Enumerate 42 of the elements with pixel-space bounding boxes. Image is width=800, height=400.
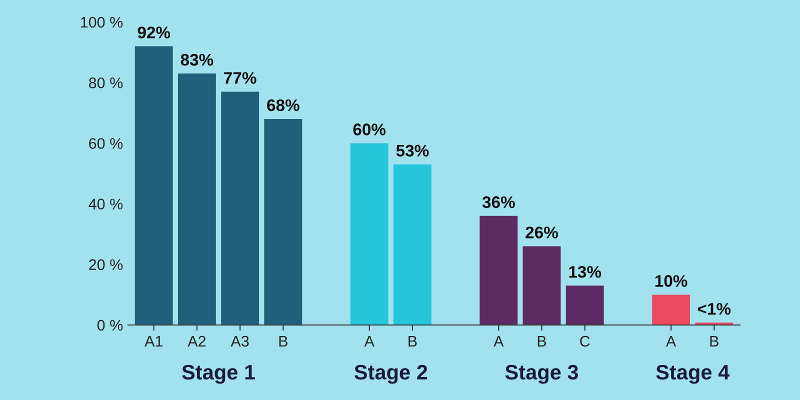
x-tick-label: A1 (144, 336, 162, 346)
y-tick-label: 60 % (89, 138, 123, 149)
data-label: 36% (482, 196, 515, 208)
x-tick-label: A (666, 336, 676, 346)
y-tick-label: 100 % (80, 16, 123, 28)
bar (350, 143, 388, 325)
y-tick-label: 20 % (89, 259, 123, 270)
x-tick-label: B (279, 336, 288, 346)
x-tick-label: B (710, 336, 718, 346)
bar (566, 286, 604, 325)
text: Stage 1 (182, 364, 255, 384)
data-label: 83% (180, 54, 214, 66)
bar (178, 74, 216, 325)
bar (522, 246, 561, 325)
data-label: 60% (353, 124, 386, 136)
text: Stage 2 (354, 364, 428, 384)
data-label: 92% (138, 26, 170, 38)
bar (134, 46, 173, 325)
x-tick-label: A (494, 336, 504, 346)
data-label: 53% (396, 144, 429, 157)
bar (264, 118, 302, 325)
y-tick-label: 40 % (88, 198, 123, 210)
x-tick-label: C (580, 336, 590, 347)
x-tick-label: A (364, 336, 374, 346)
data-label: 68% (267, 99, 300, 112)
x-tick-label: A3 (230, 336, 249, 347)
data-label: 77% (224, 72, 256, 84)
data-label: <1% (698, 302, 731, 315)
bar (221, 92, 260, 325)
text: Stage 3 (505, 364, 578, 384)
data-label: 26% (526, 226, 558, 238)
bar (652, 294, 690, 325)
bar (393, 164, 432, 325)
x-tick-label: A2 (188, 336, 206, 346)
y-tick-label: 0 % (97, 320, 123, 331)
x-tick-label: B (408, 336, 417, 346)
text: Stage 4 (656, 364, 730, 384)
y-tick-label: 80 % (88, 77, 123, 88)
data-label: 10% (655, 275, 688, 287)
bar (480, 216, 518, 325)
x-tick-label: B (538, 336, 546, 346)
data-label: 13% (569, 266, 602, 278)
